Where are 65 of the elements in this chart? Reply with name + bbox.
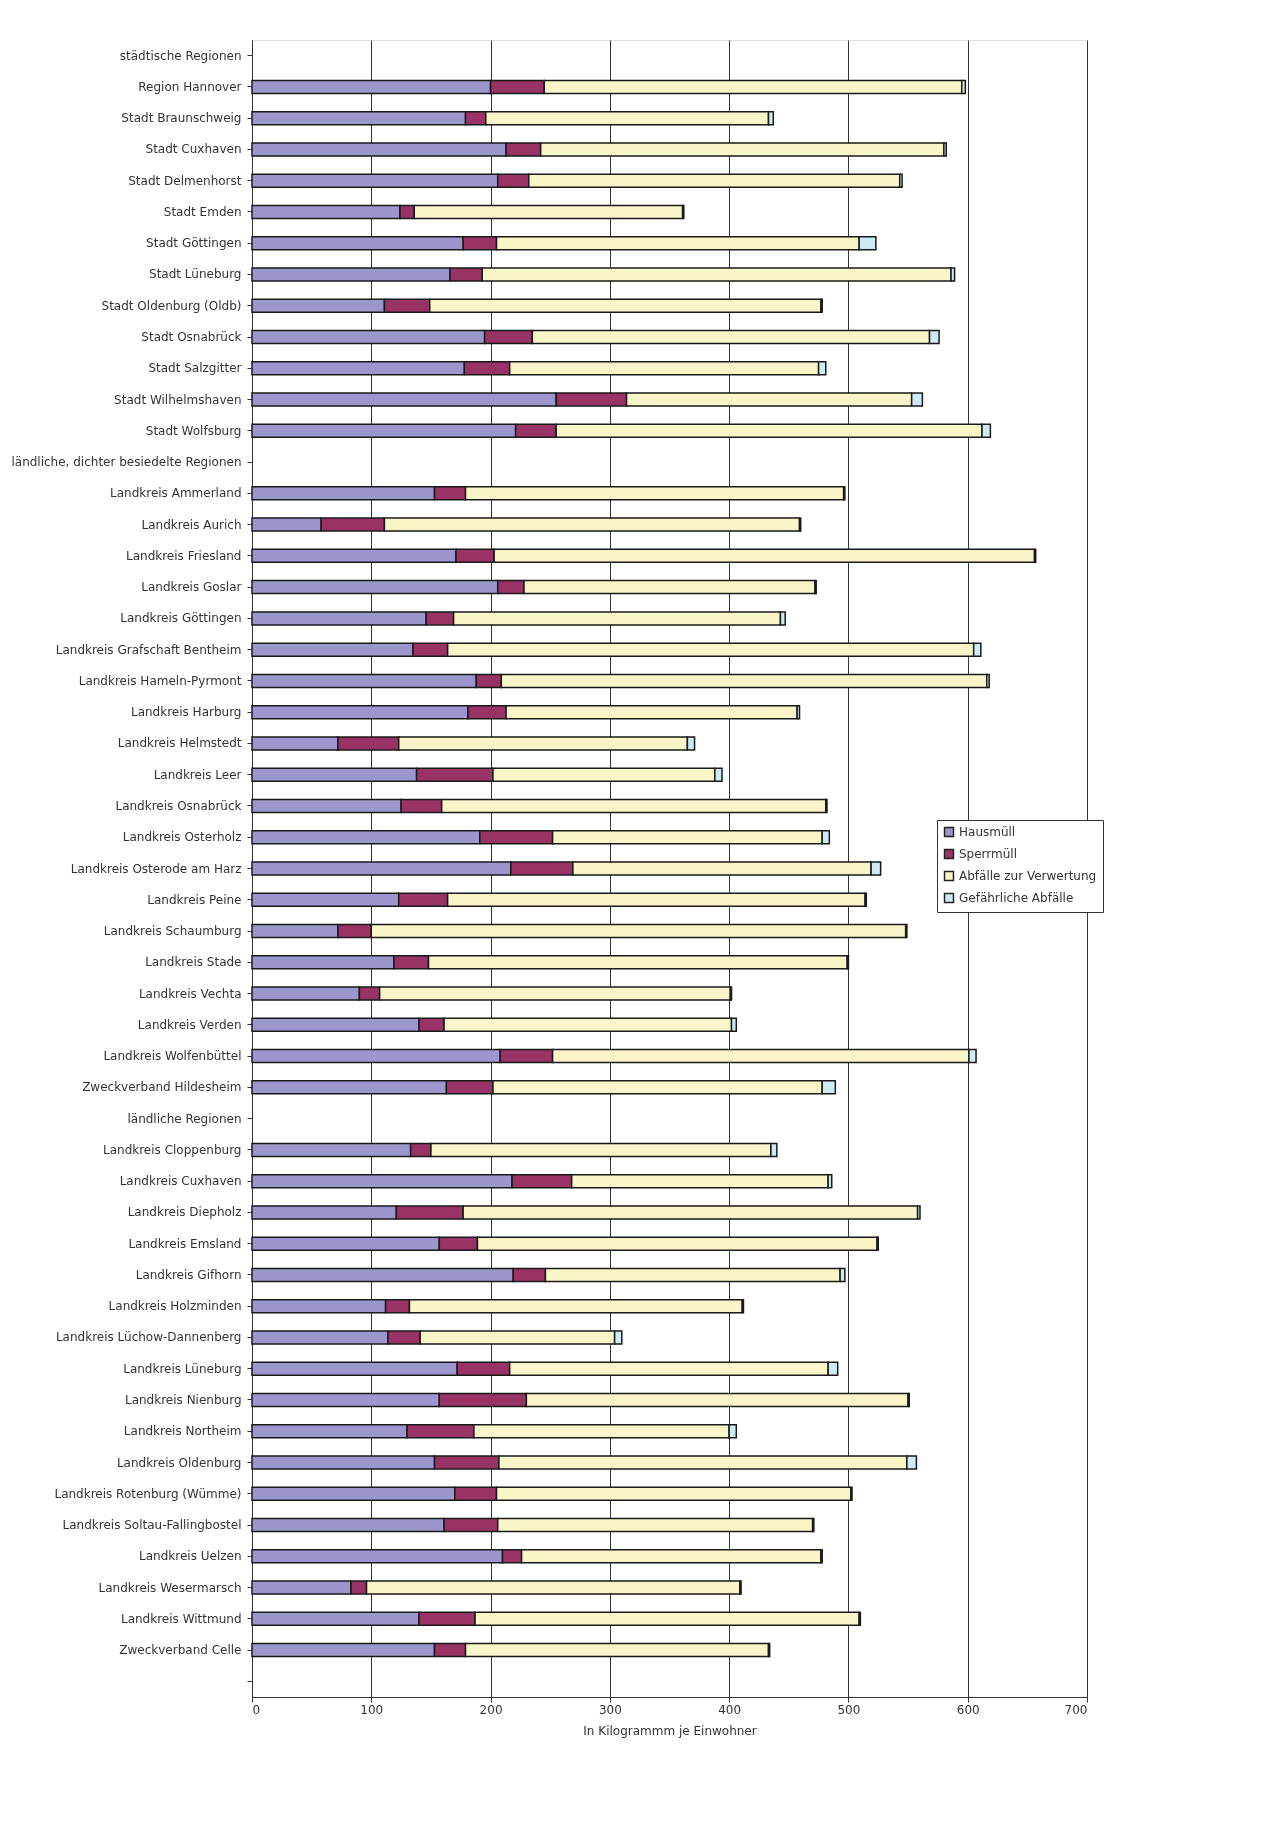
y-tick-label: Landkreis Wittmund <box>120 1611 242 1626</box>
y-tick-label: Landkreis Nienburg <box>124 1392 242 1407</box>
y-tick-label: Landkreis Oldenburg <box>116 1455 242 1470</box>
y-tick-label: Landkreis Osterode am Harz <box>70 861 242 876</box>
y-tick-label: Landkreis Ammerland <box>110 486 242 501</box>
y-tick-label: Zweckverband Hildesheim <box>82 1080 242 1095</box>
y-tick-label: Landkreis Göttingen <box>120 611 242 626</box>
x-tick-label: 400 <box>718 1702 742 1717</box>
y-tick-label: Landkreis Aurich <box>141 517 242 532</box>
y-tick-label: Landkreis Harburg <box>130 705 242 720</box>
y-tick-label: Landkreis Cloppenburg <box>102 1142 242 1157</box>
y-tick-label: Stadt Cuxhaven <box>145 142 242 157</box>
y-tick-label: Landkreis Grafschaft Bentheim <box>55 642 242 657</box>
y-tick-label: Landkreis Diepholz <box>127 1205 242 1220</box>
y-tick-label: Landkreis Friesland <box>125 548 242 563</box>
y-tick-label: Stadt Delmenhorst <box>128 173 242 188</box>
y-tick-label: Landkreis Verden <box>137 1017 242 1032</box>
y-tick-label: Landkreis Holzminden <box>108 1299 242 1314</box>
y-tick-label: Region Hannover <box>138 79 242 94</box>
y-tick-label: Stadt Salzgitter <box>148 361 242 376</box>
y-tick-label: Landkreis Wesermarsch <box>98 1580 242 1595</box>
y-tick-label: Landkreis Uelzen <box>139 1549 242 1564</box>
legend-label: Hausmüll <box>959 825 1016 839</box>
y-tick-label: Landkreis Rotenburg (Wümme) <box>54 1486 242 1501</box>
legend-label: Gefährliche Abfälle <box>959 891 1074 905</box>
y-tick-label: Landkreis Lüchow-Dannenberg <box>55 1330 242 1345</box>
y-tick-label: Landkreis Helmstedt <box>117 736 242 751</box>
legend-label: Abfälle zur Verwertung <box>959 869 1097 883</box>
y-tick-label: Landkreis Schaumburg <box>103 924 242 939</box>
y-tick-label: Landkreis Stade <box>145 955 242 970</box>
y-tick-label: ländliche Regionen <box>127 1111 242 1126</box>
legend-label: Sperrmüll <box>959 847 1018 861</box>
x-axis-title: In Kilogrammm je Einwohner <box>583 1723 757 1738</box>
y-tick-label: Zweckverband Celle <box>119 1643 242 1658</box>
y-tick-label: Landkreis Gifhorn <box>135 1267 242 1282</box>
y-tick-label: Landkreis Northeim <box>123 1424 242 1439</box>
y-tick-label: Stadt Emden <box>163 204 242 219</box>
y-tick-label: Landkreis Soltau-Fallingbostel <box>62 1518 242 1533</box>
y-tick-label: Landkreis Osnabrück <box>115 798 242 813</box>
x-tick-label: 0 <box>252 1702 261 1717</box>
y-tick-label: Stadt Braunschweig <box>121 111 242 126</box>
y-tick-label: Stadt Lüneburg <box>149 267 242 282</box>
y-tick-label: Landkreis Lüneburg <box>123 1361 242 1376</box>
y-tick-label: Landkreis Goslar <box>141 580 242 595</box>
y-tick-label: Landkreis Osterholz <box>122 830 242 845</box>
y-tick-label: Stadt Göttingen <box>146 236 242 251</box>
y-tick-label: Stadt Wilhelmshaven <box>114 392 242 407</box>
y-tick-label: Stadt Oldenburg (Oldb) <box>101 298 242 313</box>
y-tick-label: ländliche, dichter besiedelte Regionen <box>11 455 242 470</box>
x-tick-label: 500 <box>837 1702 861 1717</box>
x-tick-label: 700 <box>1064 1702 1088 1717</box>
x-tick-label: 200 <box>479 1702 503 1717</box>
y-tick-label: Landkreis Hameln-Pyrmont <box>78 673 242 688</box>
y-tick-label: Landkreis Vechta <box>138 986 242 1001</box>
y-tick-label: Landkreis Leer <box>153 767 242 782</box>
y-tick-label: Stadt Osnabrück <box>141 330 242 345</box>
y-tick-label: Landkreis Cuxhaven <box>119 1174 242 1189</box>
y-tick-label: städtische Regionen <box>119 48 242 63</box>
y-tick-label: Stadt Wolfsburg <box>145 423 242 438</box>
y-tick-label: Landkreis Peine <box>147 892 242 907</box>
y-tick-label: Landkreis Wolfenbüttel <box>103 1049 242 1064</box>
y-tick-label: Landkreis Emsland <box>128 1236 242 1251</box>
x-tick-label: 100 <box>360 1702 384 1717</box>
x-tick-label: 300 <box>598 1702 622 1717</box>
x-tick-label: 600 <box>956 1702 980 1717</box>
